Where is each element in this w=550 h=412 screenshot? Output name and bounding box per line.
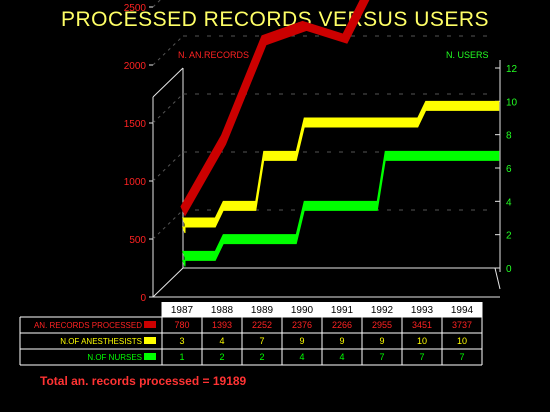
table-cell-value: 2376 — [292, 320, 312, 330]
table-header-year: 1994 — [451, 305, 474, 316]
left-wall-top-edge — [152, 67, 184, 98]
left-axis-tick-label: 2500 — [124, 3, 147, 14]
series-ribbon-an-records-processed — [180, 0, 370, 217]
table-cell-value: 2266 — [332, 320, 352, 330]
right-axis-tick-label: 0 — [506, 264, 512, 275]
table-cell-value: 2252 — [252, 320, 272, 330]
left-axis-tick-label: 0 — [140, 293, 146, 304]
table-cell-value: 2 — [219, 352, 224, 362]
table-cell-value: 7 — [419, 352, 424, 362]
gridline-side — [152, 0, 161, 8]
right-axis-label: N. USERS — [446, 50, 489, 60]
table-row-label: AN. RECORDS PROCESSED — [34, 321, 142, 330]
table-cell-value: 9 — [299, 336, 304, 346]
gridline-side — [152, 209, 184, 240]
table-header-year: 1993 — [411, 305, 434, 316]
right-axis-tick-label: 10 — [506, 97, 518, 108]
right-axis-tick-label: 8 — [506, 131, 512, 142]
floor-right-edge — [494, 267, 501, 290]
left-axis-tick-label: 500 — [129, 235, 146, 246]
right-axis-tick-label: 4 — [506, 197, 512, 208]
floor-left-edge — [152, 267, 184, 298]
table-header-year: 1991 — [331, 305, 354, 316]
legend-swatch — [144, 337, 156, 344]
table-cell-value: 10 — [457, 336, 467, 346]
table-cell-value: 3 — [179, 336, 184, 346]
table-cell-value: 3451 — [412, 320, 432, 330]
left-axis-tick-label: 1000 — [124, 177, 147, 188]
legend-swatch — [144, 321, 156, 328]
table-header-year: 1990 — [291, 305, 314, 316]
table-cell-value: 2 — [259, 352, 264, 362]
table-cell-value: 1393 — [212, 320, 232, 330]
gridline-side — [152, 151, 184, 182]
right-axis-tick-label: 2 — [506, 231, 512, 242]
table-row-label: N.OF ANESTHESISTS — [60, 337, 142, 346]
table-cell-value: 9 — [379, 336, 384, 346]
right-axis-tick-label: 6 — [506, 164, 512, 175]
table-cell-value: 3737 — [452, 320, 472, 330]
table-cell-value: 7 — [259, 336, 264, 346]
left-axis-tick-label: 1500 — [124, 119, 147, 130]
gridline-side — [152, 93, 184, 124]
table-cell-value: 780 — [174, 320, 189, 330]
table-row-label: N.OF NURSES — [87, 353, 142, 362]
table-cell-value: 7 — [379, 352, 384, 362]
left-axis-tick-label: 2000 — [124, 61, 147, 72]
table-cell-value: 7 — [459, 352, 464, 362]
table-header-year: 1992 — [371, 305, 394, 316]
table-cell-value: 9 — [339, 336, 344, 346]
table-header-year: 1987 — [171, 305, 194, 316]
legend-swatch — [144, 353, 156, 360]
table-header-year: 1989 — [251, 305, 274, 316]
right-axis-tick-label: 12 — [506, 64, 518, 75]
table-cell-value: 4 — [219, 336, 224, 346]
total-records-note: Total an. records processed = 19189 — [40, 374, 247, 388]
table-cell-value: 1 — [179, 352, 184, 362]
table-cell-value: 4 — [299, 352, 304, 362]
series-ribbon-n-of-nurses — [182, 150, 500, 267]
table-header-year: 1988 — [211, 305, 234, 316]
table-cell-value: 2955 — [372, 320, 392, 330]
chart-title: PROCESSED RECORDS VERSUS USERS — [60, 8, 490, 31]
left-axis-label: N. AN.RECORDS — [178, 50, 249, 60]
series-ribbon-n-of-anesthesists — [182, 100, 500, 234]
table-cell-value: 10 — [417, 336, 427, 346]
table-cell-value: 4 — [339, 352, 344, 362]
